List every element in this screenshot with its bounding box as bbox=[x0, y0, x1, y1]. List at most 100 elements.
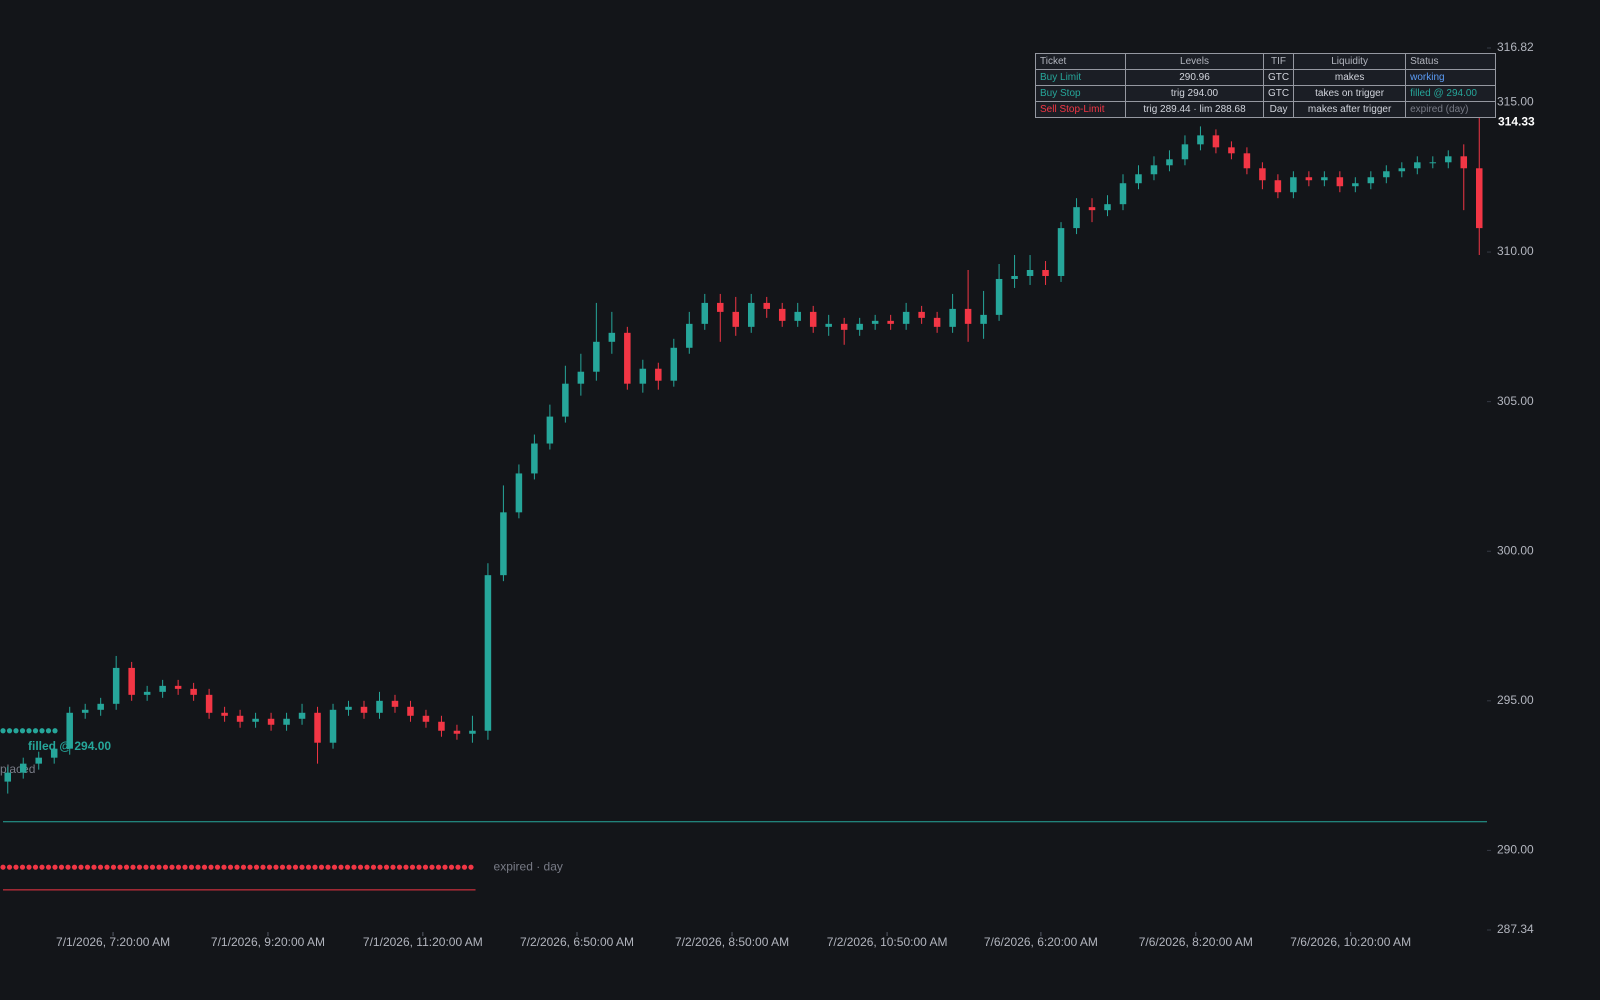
dot bbox=[117, 864, 123, 870]
candle-body bbox=[236, 715, 244, 722]
candle-body bbox=[1088, 207, 1096, 211]
candle-body bbox=[221, 712, 228, 716]
dot bbox=[331, 864, 338, 870]
dot bbox=[39, 864, 45, 870]
candle-body bbox=[840, 323, 848, 330]
dot bbox=[286, 864, 292, 870]
candle-body bbox=[763, 302, 770, 309]
y-tick-label: 310.00 bbox=[1497, 244, 1534, 258]
dot bbox=[104, 864, 110, 870]
candle-body bbox=[918, 311, 925, 318]
cell: working bbox=[1405, 69, 1497, 86]
candle-body bbox=[422, 715, 430, 722]
candle-body bbox=[4, 772, 11, 782]
header-cell: Levels bbox=[1125, 53, 1264, 70]
dot bbox=[19, 728, 26, 734]
dot bbox=[156, 864, 162, 870]
candle-body bbox=[453, 730, 461, 734]
candle-body bbox=[809, 311, 817, 327]
candle-body bbox=[778, 308, 786, 321]
x-tick-label: 7/6/2026, 6:20:00 AM bbox=[984, 935, 1098, 949]
cell: 290.96 bbox=[1125, 69, 1264, 86]
candle-body bbox=[1026, 269, 1034, 276]
order-row: Buy Stop trig 294.00 GTC takes on trigger fi… bbox=[1035, 85, 1497, 102]
dot bbox=[13, 728, 19, 734]
candle-body bbox=[376, 700, 383, 713]
cell: trig 289.44 · lim 288.68 bbox=[1125, 101, 1264, 118]
y-tick-label: 290.00 bbox=[1497, 843, 1534, 857]
candle-body bbox=[345, 706, 352, 710]
dot bbox=[78, 864, 84, 870]
dot bbox=[435, 864, 442, 870]
cell: Buy Limit bbox=[1035, 69, 1126, 86]
dot bbox=[351, 864, 357, 870]
y-tick-label: 287.34 bbox=[1497, 922, 1534, 936]
y-tick-label: 300.00 bbox=[1497, 543, 1534, 557]
candle-body bbox=[1243, 153, 1251, 169]
dot bbox=[26, 864, 32, 870]
candle-body bbox=[1011, 275, 1018, 279]
dot bbox=[273, 864, 279, 870]
candle-body bbox=[1181, 144, 1189, 160]
dot bbox=[52, 728, 58, 734]
candle-body bbox=[1321, 177, 1328, 181]
cell: filled @ 294.00 bbox=[1405, 85, 1497, 102]
x-tick-label: 7/1/2026, 7:20:00 AM bbox=[56, 935, 170, 949]
candle-body bbox=[81, 709, 89, 713]
candle-body bbox=[438, 721, 445, 731]
header-row: Ticket Levels TIF Liquidity Status bbox=[1035, 53, 1497, 70]
candle-body bbox=[1150, 165, 1158, 175]
candle-body bbox=[50, 748, 58, 758]
candle-body bbox=[964, 308, 972, 324]
candle-body bbox=[732, 311, 740, 327]
dot bbox=[390, 864, 396, 870]
dot bbox=[318, 864, 325, 870]
dot bbox=[175, 864, 182, 870]
y-tick-label: 305.00 bbox=[1497, 394, 1534, 408]
candle-body bbox=[825, 323, 832, 327]
dot bbox=[227, 864, 234, 870]
cell: GTC bbox=[1262, 69, 1295, 86]
dot bbox=[234, 864, 240, 870]
dot bbox=[195, 864, 201, 870]
candle-body bbox=[252, 718, 259, 722]
candle-body bbox=[1212, 135, 1220, 148]
header-cell: Ticket bbox=[1035, 53, 1126, 70]
dot bbox=[312, 864, 318, 870]
dot bbox=[279, 864, 286, 870]
x-tick-label: 7/1/2026, 9:20:00 AM bbox=[211, 935, 325, 949]
order-dots bbox=[0, 728, 58, 734]
dot bbox=[448, 864, 455, 870]
y-tick-label: 315.00 bbox=[1497, 95, 1534, 109]
dot bbox=[377, 864, 383, 870]
dot bbox=[292, 864, 299, 870]
dot bbox=[6, 728, 13, 734]
dot bbox=[162, 864, 169, 870]
candle-body bbox=[190, 688, 197, 695]
x-tick-label: 7/1/2026, 11:20:00 AM bbox=[363, 935, 483, 949]
candle-body bbox=[267, 718, 275, 725]
candle-body bbox=[639, 368, 647, 384]
dot bbox=[338, 864, 344, 870]
candle-body bbox=[933, 317, 941, 327]
order-row: Sell Stop-Limit trig 289.44 · lim 288.68 D… bbox=[1035, 101, 1497, 118]
dot bbox=[84, 864, 91, 870]
dot bbox=[0, 864, 6, 870]
dot bbox=[260, 864, 266, 870]
candle-body bbox=[1259, 168, 1266, 181]
candle-body bbox=[608, 332, 616, 342]
dot bbox=[0, 728, 6, 734]
candle-body bbox=[1398, 168, 1406, 172]
candle-body bbox=[949, 308, 956, 327]
candle-body bbox=[1352, 183, 1359, 187]
candle-body bbox=[143, 691, 151, 695]
dot bbox=[214, 864, 221, 870]
candle-body bbox=[717, 302, 724, 312]
candle-body bbox=[887, 320, 894, 324]
candle-body bbox=[747, 302, 755, 327]
dot bbox=[97, 864, 104, 870]
x-tick-label: 7/6/2026, 10:20:00 AM bbox=[1290, 935, 1411, 949]
candle-body bbox=[1305, 177, 1313, 181]
candle-body bbox=[1274, 180, 1282, 193]
